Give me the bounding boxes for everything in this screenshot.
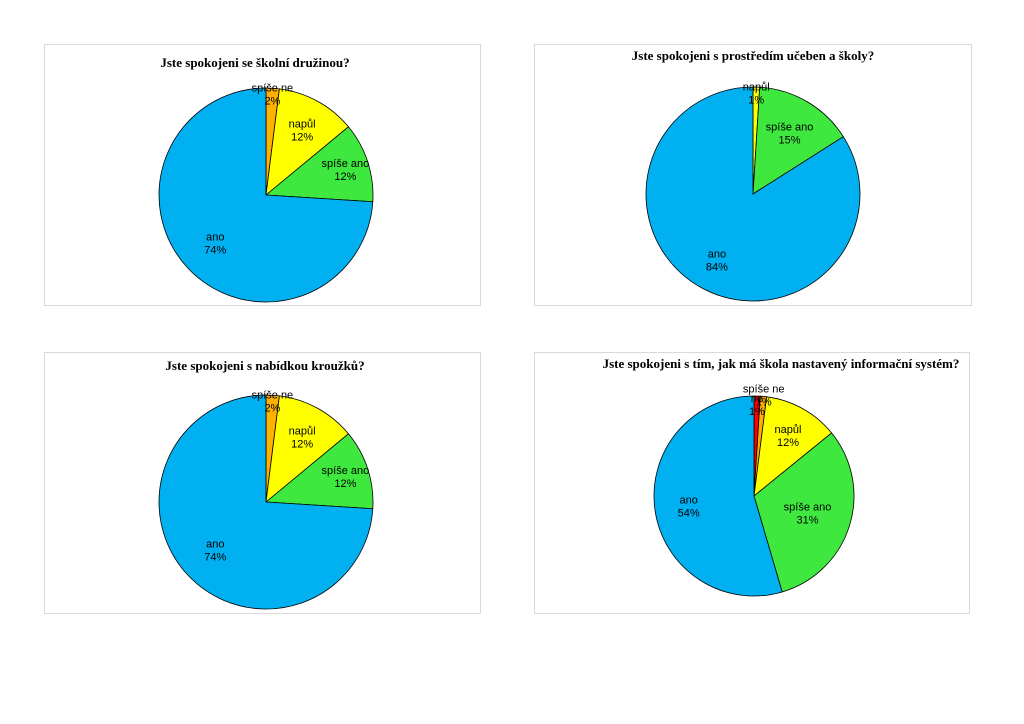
chart-panel-4: Jste spokojeni s tím, jak má škola nasta…	[534, 352, 970, 614]
pie-chart-2: Jste spokojeni s prostředím učeben a ško…	[632, 48, 874, 302]
slice-value: 54%	[678, 507, 700, 519]
slice-label: spíše ne 1%	[743, 384, 785, 409]
slice-category: spíše ne	[252, 390, 294, 402]
slice-category: napůl	[775, 424, 802, 436]
pie-slice-ano	[653, 395, 783, 597]
slice-category: ano	[708, 249, 726, 261]
slice-value: 1%	[756, 397, 772, 409]
slice-category: spíše ano	[766, 121, 814, 133]
slice-label: spíše ne 2%	[252, 390, 294, 415]
labels: spíše ne 2%napůl 12%spíše ano 12%ano 74%	[204, 390, 369, 564]
pie-chart-4: Jste spokojeni s tím, jak má škola nasta…	[603, 356, 960, 597]
pie-slice-napůl	[265, 88, 350, 196]
pie-slice-napůl	[753, 396, 833, 497]
chart-panel-3: Jste spokojeni s nabídkou kroužků? spíše …	[44, 352, 481, 614]
slice-category: spíše ano	[784, 502, 832, 514]
slice-label: spíše ano 12%	[322, 465, 370, 490]
slice-category: napůl	[289, 425, 316, 437]
slice-category: ne	[751, 393, 763, 405]
slice-category: spíše ano	[322, 158, 370, 170]
slice-value: 12%	[291, 131, 313, 143]
pie-slice-spíše-ano	[753, 432, 855, 593]
slice-category: napůl	[743, 81, 770, 93]
slices	[158, 394, 374, 610]
slice-value: 1%	[748, 94, 764, 106]
slice-label: napůl 12%	[289, 425, 316, 450]
chart-panel-1: Jste spokojeni se školní družinou? spíše …	[44, 44, 481, 306]
slices	[645, 86, 861, 302]
pie-slice-napůl	[265, 395, 350, 503]
labels: napůl 1% spíše ano 15% ano 84%	[706, 81, 813, 273]
slice-label: napůl 12%	[775, 424, 802, 449]
pie-slice-spíše-ano	[264, 433, 374, 510]
labels: spíše ne 2%napůl 12%spíše ano 12%ano 74%	[204, 83, 369, 257]
slice-label: spíše ano 15%	[766, 121, 814, 146]
chart-title: Jste spokojeni s tím, jak má škola nasta…	[603, 356, 960, 371]
slice-value: 31%	[796, 515, 818, 527]
slice-label: ano 74%	[204, 232, 226, 257]
slice-category: ano	[206, 539, 224, 551]
slice-value: 74%	[204, 245, 226, 257]
pie-slice-spíše-ano	[752, 86, 844, 195]
slice-value: 12%	[334, 171, 356, 183]
labels: ne 1%spíše ne 1%napůl 12%spíše ano 31%ano 54%	[678, 384, 832, 527]
chart-title: Jste spokojeni s prostředím učeben a ško…	[632, 48, 874, 63]
slices	[653, 395, 855, 597]
slice-value: 15%	[778, 134, 800, 146]
pie-slice-ano	[158, 394, 374, 610]
slice-label: spíše ano 12%	[322, 158, 370, 183]
slice-label: ano 54%	[678, 494, 700, 519]
slice-label: ano 84%	[706, 249, 728, 274]
slice-category: spíše ano	[322, 465, 370, 477]
pie-slice-ano	[158, 87, 374, 303]
slice-category: spíše ne	[743, 384, 785, 396]
slice-value: 12%	[777, 437, 799, 449]
slice-value: 84%	[706, 262, 728, 274]
pie-chart-3: Jste spokojeni s nabídkou kroužků? spíše …	[158, 358, 374, 610]
slice-value: 12%	[334, 478, 356, 490]
chart-title: Jste spokojeni s nabídkou kroužků?	[165, 358, 364, 373]
slice-value: 1%	[749, 406, 765, 418]
slice-label: spíše ne 2%	[252, 83, 294, 108]
pie-slice-ano	[645, 86, 861, 302]
slice-value: 2%	[264, 403, 280, 415]
slice-value: 74%	[204, 552, 226, 564]
pie-slice-spíše-ano	[264, 126, 374, 203]
chart-panel-2: Jste spokojeni s prostředím učeben a ško…	[534, 44, 972, 306]
slice-label: ne 1%	[749, 393, 765, 418]
chart-title: Jste spokojeni se školní družinou?	[160, 55, 349, 70]
slice-value: 2%	[264, 96, 280, 108]
slice-category: napůl	[289, 118, 316, 130]
slice-category: ano	[680, 494, 698, 506]
slice-label: ano 74%	[204, 539, 226, 564]
slice-label: napůl 12%	[289, 118, 316, 143]
slices	[158, 87, 374, 303]
slice-label: napůl 1%	[743, 81, 770, 106]
slice-category: spíše ne	[252, 83, 294, 95]
slice-value: 12%	[291, 438, 313, 450]
slice-label: spíše ano 31%	[784, 502, 832, 527]
slice-category: ano	[206, 232, 224, 244]
pie-chart-1: Jste spokojeni se školní družinou? spíše …	[158, 55, 374, 303]
